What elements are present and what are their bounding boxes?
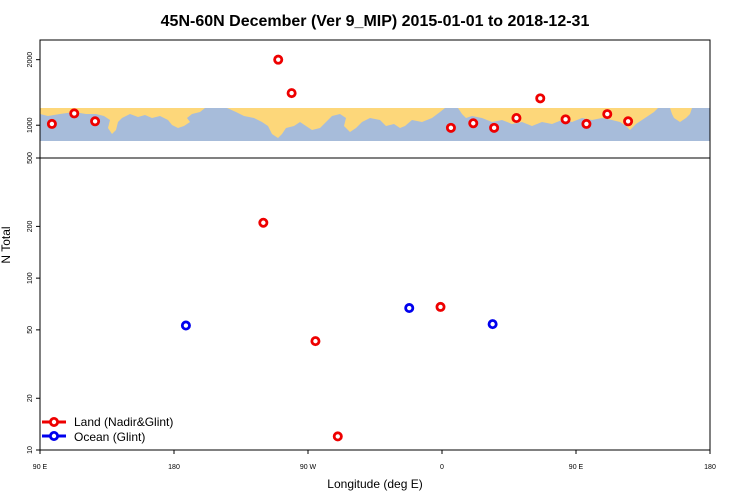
legend-marker-land (49, 416, 60, 427)
bottom-y-tick-label: 50 (27, 326, 34, 334)
bottom-ocean-point (180, 320, 191, 331)
top-land-point (602, 109, 613, 120)
y-axis-label: N Total (0, 226, 13, 263)
top-land-point (273, 54, 284, 65)
top-land-point (511, 113, 522, 124)
top-land-point (90, 116, 101, 127)
bottom-panel-frame (39, 157, 711, 451)
bottom-ocean-point (487, 319, 498, 330)
top-land-point (581, 118, 592, 129)
bottom-land-point (435, 301, 446, 312)
bottom-land-point (310, 336, 321, 347)
axes: 90 E 180 90 W 0 90 E 180 1000 2000 10 20 50 100 200 5… (27, 52, 716, 471)
top-land-point (286, 88, 297, 99)
top-y-tick-label: 2000 (27, 52, 34, 68)
top-land-point (69, 108, 80, 119)
chart-title: 45N-60N December (Ver 9_MIP) 2015-01-01 … (161, 13, 590, 30)
top-y-tick-label: 1000 (27, 117, 34, 133)
top-land-point (468, 118, 479, 129)
top-land-point (489, 122, 500, 133)
bottom-land-point (332, 431, 343, 442)
legend: Land (Nadir&Glint) Ocean (Glint) (42, 415, 173, 444)
top-land-point (535, 93, 546, 104)
legend-label-land: Land (Nadir&Glint) (74, 415, 173, 429)
bottom-y-tick-label: 10 (27, 446, 34, 454)
x-axis-label: Longitude (deg E) (327, 477, 422, 491)
bottom-y-tick-label: 200 (27, 220, 34, 232)
bottom-y-tick-label: 20 (27, 394, 34, 402)
top-land-point (46, 118, 57, 129)
x-tick-label: 90 W (300, 464, 317, 471)
top-land-point (560, 114, 571, 125)
data-points (46, 54, 634, 442)
bottom-y-tick-label: 500 (27, 152, 34, 164)
legend-marker-ocean (49, 430, 60, 441)
bottom-ocean-point (404, 303, 415, 314)
x-tick-label: 90 E (569, 464, 584, 471)
top-land-point (445, 122, 456, 133)
bottom-land-point (258, 217, 269, 228)
x-tick-label: 180 (168, 464, 180, 471)
x-tick-label: 90 E (33, 464, 48, 471)
top-land-point (623, 116, 634, 127)
x-tick-label: 0 (440, 464, 444, 471)
legend-label-ocean: Ocean (Glint) (74, 430, 145, 444)
x-tick-label: 180 (704, 464, 716, 471)
bottom-y-tick-label: 100 (27, 272, 34, 284)
